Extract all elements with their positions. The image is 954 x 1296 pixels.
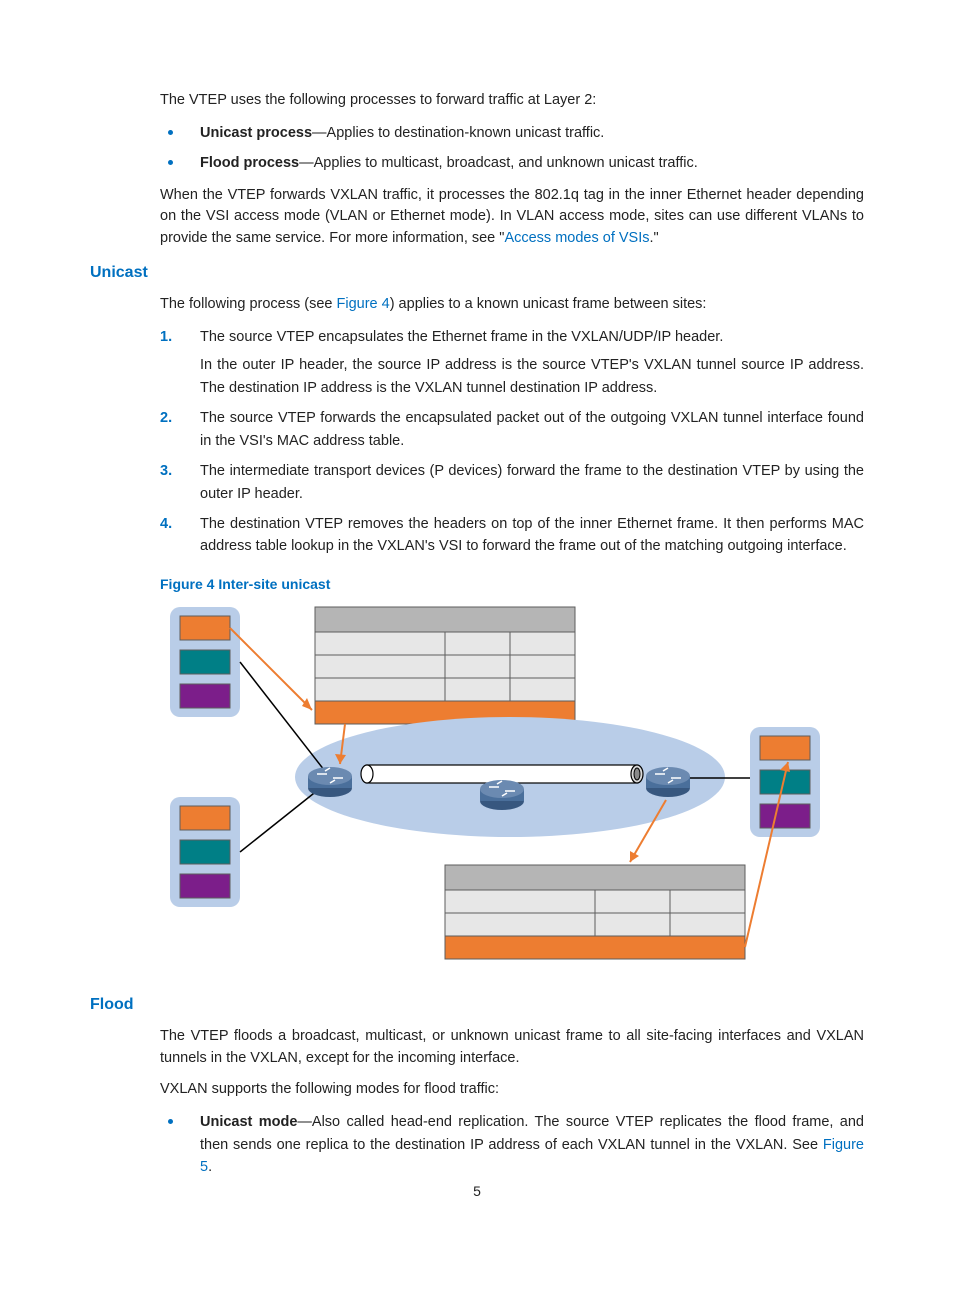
access-modes-link[interactable]: Access modes of VSIs — [504, 230, 649, 246]
step-text-2: The source VTEP forwards the encapsulate… — [200, 410, 864, 448]
intro-line2-post: ." — [650, 230, 659, 246]
flood-bullet-1-bold: Unicast mode — [200, 1114, 297, 1130]
step-num-1: 1. — [160, 326, 172, 348]
figure-4-svg — [160, 602, 820, 972]
intro-bullet-1-rest: —Applies to destination-known unicast tr… — [312, 125, 604, 141]
unicast-heading: Unicast — [90, 264, 864, 282]
unicast-step-4: 4. The destination VTEP removes the head… — [160, 513, 864, 558]
bullet-icon — [168, 160, 173, 165]
step-text-3: The intermediate transport devices (P de… — [200, 463, 864, 501]
intro-bullets: Unicast process—Applies to destination-k… — [160, 122, 864, 175]
figure-4-link[interactable]: Figure 4 — [337, 296, 390, 312]
step-num-2: 2. — [160, 407, 172, 429]
unicast-step-1: 1. The source VTEP encapsulates the Ethe… — [160, 326, 864, 399]
intro-line2: When the VTEP forwards VXLAN traffic, it… — [160, 185, 864, 250]
bullet-icon — [168, 130, 173, 135]
step-text-1: The source VTEP encapsulates the Etherne… — [200, 329, 723, 345]
intro-bullet-1-bold: Unicast process — [200, 125, 312, 141]
intro-bullet-1: Unicast process—Applies to destination-k… — [160, 122, 864, 144]
figure-4-caption: Figure 4 Inter-site unicast — [160, 576, 864, 592]
figure-4 — [160, 602, 864, 972]
flood-p2: VXLAN supports the following modes for f… — [160, 1079, 864, 1101]
intro-bullet-2: Flood process—Applies to multicast, broa… — [160, 152, 864, 174]
step-num-4: 4. — [160, 513, 172, 535]
flood-p1: The VTEP floods a broadcast, multicast, … — [160, 1026, 864, 1070]
unicast-steps: 1. The source VTEP encapsulates the Ethe… — [160, 326, 864, 558]
flood-heading: Flood — [90, 996, 864, 1014]
flood-bullet-1-post: . — [208, 1159, 212, 1175]
unicast-lead-post: ) applies to a known unicast frame betwe… — [390, 296, 707, 312]
intro-line1: The VTEP uses the following processes to… — [160, 90, 864, 112]
bullet-icon — [168, 1119, 173, 1124]
step-text-4: The destination VTEP removes the headers… — [200, 516, 864, 554]
unicast-lead-pre: The following process (see — [160, 296, 337, 312]
flood-bullets: Unicast mode—Also called head-end replic… — [160, 1111, 864, 1178]
intro-bullet-2-bold: Flood process — [200, 155, 299, 171]
unicast-lead: The following process (see Figure 4) app… — [160, 294, 864, 316]
flood-bullet-1: Unicast mode—Also called head-end replic… — [160, 1111, 864, 1178]
page-number: 5 — [0, 1183, 954, 1199]
step-num-3: 3. — [160, 460, 172, 482]
step-sub-1: In the outer IP header, the source IP ad… — [200, 354, 864, 399]
flood-bullet-1-pre: —Also called head-end replication. The s… — [200, 1114, 864, 1152]
unicast-step-3: 3. The intermediate transport devices (P… — [160, 460, 864, 505]
intro-bullet-2-rest: —Applies to multicast, broadcast, and un… — [299, 155, 698, 171]
unicast-step-2: 2. The source VTEP forwards the encapsul… — [160, 407, 864, 452]
